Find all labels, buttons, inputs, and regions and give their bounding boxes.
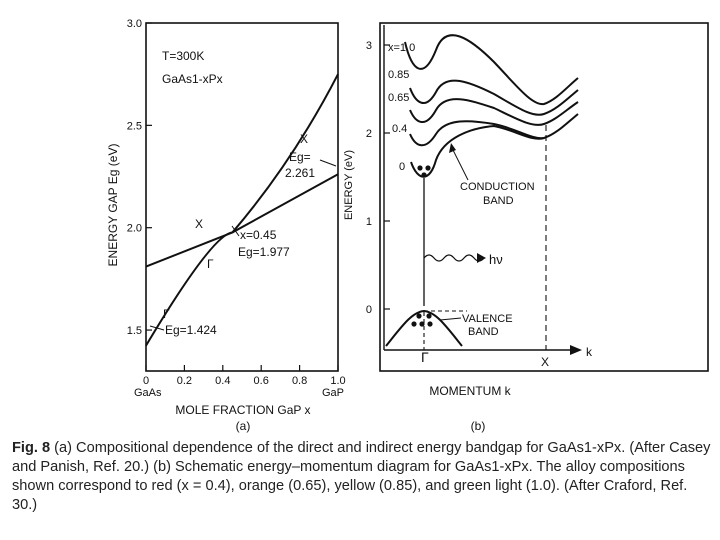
curve-label-0: 0 [399, 161, 405, 173]
panel-a-temperature: T=300K [162, 49, 204, 63]
gamma-point-label: Γ [163, 307, 170, 321]
x-tick-label: 0 [143, 375, 149, 387]
energy-tick-0: 0 [366, 304, 372, 316]
x-tick-label: 0.4 [215, 375, 230, 387]
panel-a-frame [145, 22, 339, 372]
x-tick-label: 0.8 [292, 375, 307, 387]
energy-tick-1: 1 [366, 216, 372, 228]
crossover-x: x=0.45 [240, 228, 277, 242]
crossover-pointer [231, 225, 240, 237]
y-tick-label: 2.5 [127, 120, 142, 132]
momentum-arrow [570, 345, 582, 355]
curve-label-gamma: Γ [207, 257, 214, 271]
valence-band-label: VALENCE [462, 313, 513, 325]
energy-tick-3: 3 [366, 40, 372, 52]
x-point-label: X [300, 132, 308, 146]
gamma-label: Γ [421, 349, 429, 365]
valence-band-label-2: BAND [468, 326, 499, 338]
photon-arrow [477, 253, 486, 263]
panel-a-left-end-label: GaAs [134, 387, 162, 399]
panel-a-material: GaAs1-xPx [162, 72, 223, 86]
panel-a-y-axis-label: ENERGY GAP Eg (eV) [106, 144, 120, 267]
crossover-eg: Eg=1.977 [238, 245, 290, 259]
conduction-curves [404, 34, 579, 178]
gamma-point-value: Eg=1.424 [165, 323, 217, 337]
conduction-electrons [417, 165, 431, 178]
y-tick-label: 1.5 [127, 325, 142, 337]
gamma-point-pointer [149, 325, 165, 331]
panel-b: 0 1 2 3 ENERGY (eV) k Γ X MOMENTUM k (b)… [343, 22, 709, 433]
caption-text: (a) Compositional dependence of the dire… [12, 440, 711, 513]
panel-b-y-axis-label: ENERGY (eV) [343, 150, 355, 220]
x-point-pointer [319, 159, 337, 167]
conduction-curve-0.65 [409, 98, 579, 126]
caption-lead: Fig. 8 [12, 440, 51, 456]
y-tick-label: 3.0 [127, 18, 142, 30]
panel-a: 1.5 2.0 2.5 3.0 0 0.2 0.4 0.6 0.8 1.0 ENERGY GAP… [106, 18, 346, 433]
x-tick-label: 0.6 [254, 375, 269, 387]
x-tick-label: 0.2 [177, 375, 192, 387]
x-tick-label: 1.0 [330, 375, 345, 387]
curve-label-x-1.0: x=1.0 [388, 42, 415, 54]
x-point-value: 2.261 [285, 166, 315, 180]
conduction-pointer [451, 147, 469, 181]
panel-b-sublabel: (b) [471, 419, 486, 433]
photon-wave [423, 254, 485, 262]
panel-a-x-axis-label: MOLE FRACTION GaP x [175, 403, 310, 417]
conduction-band-label: CONDUCTION [460, 181, 535, 193]
conduction-band-label-2: BAND [483, 195, 514, 207]
x-point-label-b: X [541, 355, 549, 369]
photon-label: hν [489, 252, 503, 267]
panel-a-right-end-label: GaP [322, 387, 344, 399]
panel-b-frame [379, 22, 709, 372]
curve-label-0.65: 0.65 [388, 92, 409, 104]
curve-label-0.85: 0.85 [388, 69, 409, 81]
valence-holes [411, 313, 433, 327]
conduction-curve-0.85 [409, 79, 579, 116]
y-tick-label: 2.0 [127, 223, 142, 235]
figure-caption: Fig. 8 (a) Compositional dependence of t… [12, 439, 712, 515]
energy-ticks [384, 44, 390, 310]
panel-b-x-axis-label: MOMENTUM k [429, 384, 511, 398]
conduction-curve-x-1.0 [404, 34, 579, 106]
curve-label-0.4: 0.4 [392, 123, 407, 135]
conduction-curve-0.4 [409, 113, 579, 147]
series-gamma-line [145, 73, 339, 347]
curve-label-x: X [195, 217, 203, 231]
energy-tick-2: 2 [366, 128, 372, 140]
valence-pointer [439, 317, 462, 321]
panel-a-sublabel: (a) [236, 419, 251, 433]
k-label: k [586, 345, 593, 359]
x-point-eg: Eg= [289, 150, 311, 164]
valence-band-curve [385, 309, 463, 347]
